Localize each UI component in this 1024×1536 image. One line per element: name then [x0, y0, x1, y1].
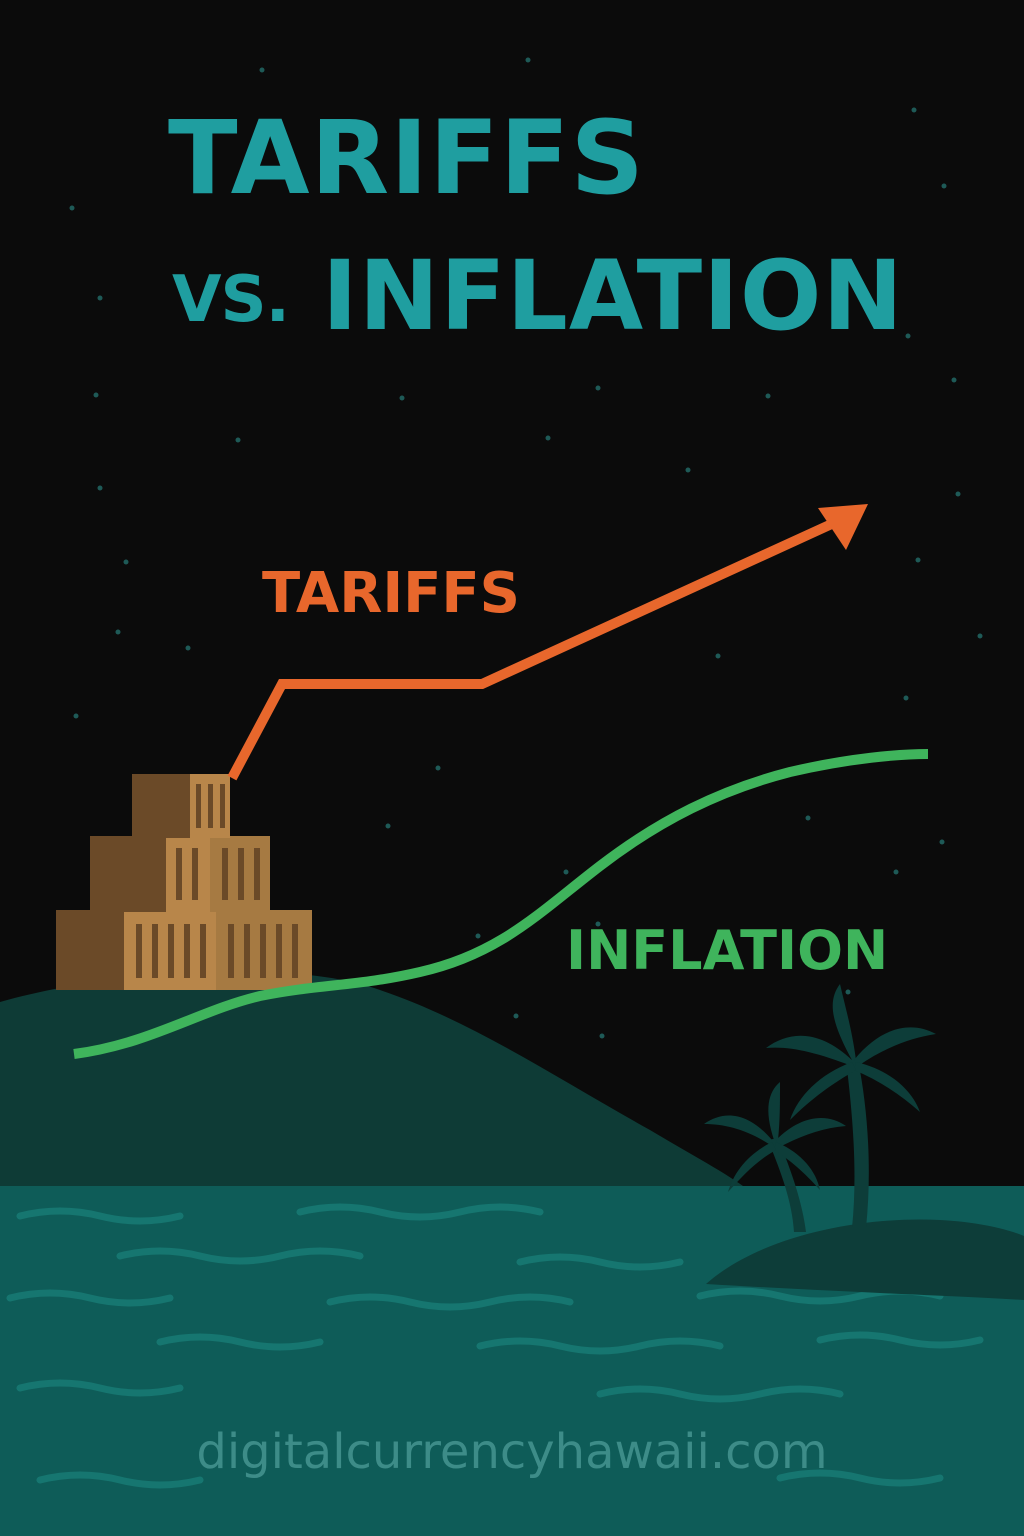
ocean-waves — [6, 1203, 984, 1489]
inflation-label: INFLATION — [566, 919, 889, 982]
island — [706, 1219, 1024, 1300]
arrow-up-right-icon — [818, 504, 868, 550]
website-url: digitalcurrencyhawaii.com — [196, 1424, 828, 1480]
tariffs-label: TARIFFS — [262, 561, 520, 626]
palm-tree-icon — [704, 984, 936, 1232]
title-inflation: INFLATION — [322, 240, 904, 352]
title-vs: VS. — [172, 263, 290, 337]
tariffs-line — [227, 517, 839, 781]
stars — [69, 57, 983, 1039]
shipping-crates-icon — [56, 774, 312, 990]
title-tariffs: TARIFFS — [168, 99, 645, 218]
hill — [0, 971, 760, 1200]
inflation-line — [73, 749, 929, 1059]
